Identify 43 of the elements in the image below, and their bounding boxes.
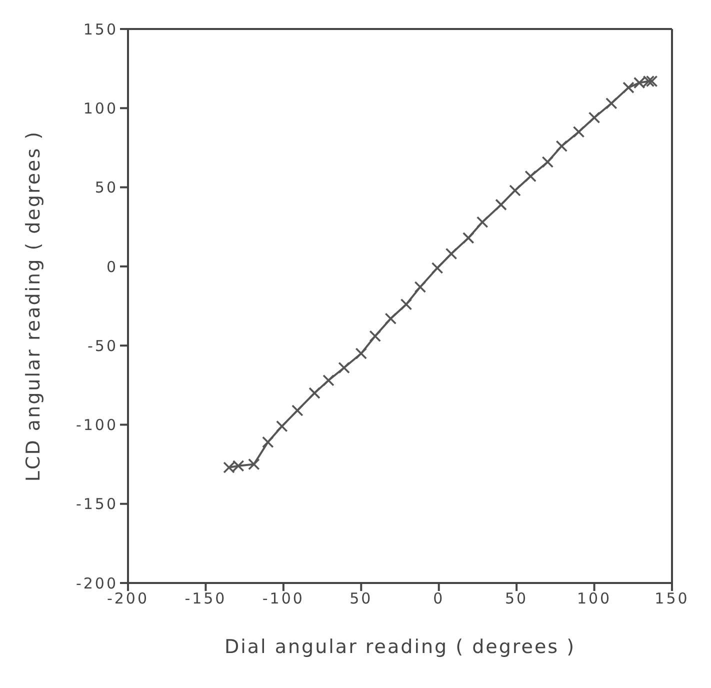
point xyxy=(322,374,334,386)
point xyxy=(588,112,600,124)
x-axis-title: Dial angular reading ( degrees ) xyxy=(224,636,576,658)
y-tick-label: 0 xyxy=(106,258,118,276)
x-tick-label: 100 xyxy=(576,590,612,608)
y-axis-title: LCD angular reading ( degrees ) xyxy=(22,130,45,482)
x-tick-label: -150 xyxy=(184,590,227,608)
y-tick-label: 50 xyxy=(94,178,118,197)
point xyxy=(431,262,444,274)
x-tick-label: -100 xyxy=(262,590,304,608)
point xyxy=(248,458,260,470)
point xyxy=(605,97,618,110)
x-tick-label: 50 xyxy=(350,590,373,608)
x-tick-label: 150 xyxy=(654,590,690,608)
point xyxy=(308,387,320,399)
point xyxy=(369,330,382,342)
point xyxy=(262,436,274,448)
point xyxy=(355,348,368,360)
point xyxy=(462,232,474,244)
point xyxy=(276,420,288,432)
point xyxy=(542,156,554,168)
point xyxy=(556,140,568,152)
x-tick-label: -200 xyxy=(106,590,150,608)
y-tick-label: -150 xyxy=(76,495,118,514)
point xyxy=(524,170,536,182)
point xyxy=(414,281,426,293)
point xyxy=(495,198,507,211)
point xyxy=(445,248,458,260)
point xyxy=(622,82,634,94)
point xyxy=(572,126,585,138)
point xyxy=(400,298,412,310)
y-tick-label: 100 xyxy=(83,99,118,118)
point xyxy=(509,184,521,196)
x-tick-label: 0 xyxy=(433,590,445,608)
point xyxy=(384,312,397,325)
y-tick-label: -50 xyxy=(88,336,118,355)
y-tick-label: 150 xyxy=(83,20,118,38)
point xyxy=(476,216,488,228)
point xyxy=(338,362,350,374)
x-tick-label: 50 xyxy=(505,590,528,608)
y-tick-label: -100 xyxy=(76,416,118,434)
y-tick-label: -200 xyxy=(76,574,118,592)
point xyxy=(292,404,304,416)
